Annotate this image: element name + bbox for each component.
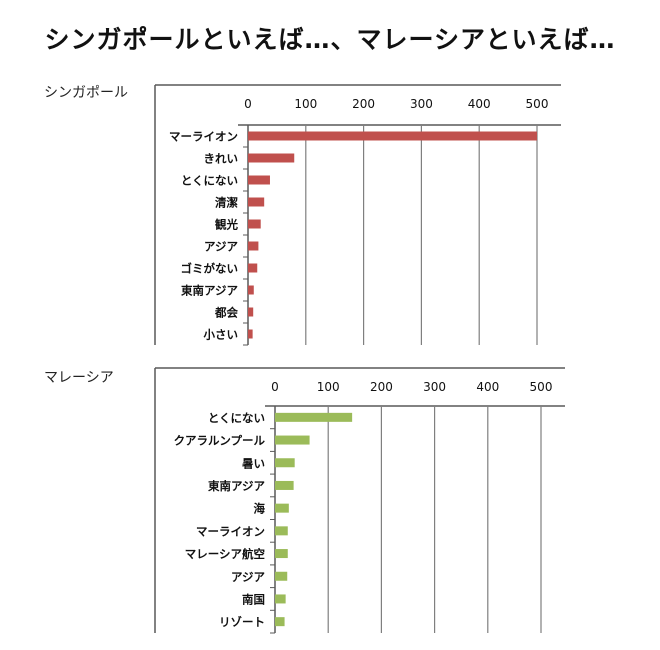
malaysia-bar [275, 549, 288, 559]
malaysia-x-tick-label: 200 [370, 380, 393, 394]
singapore-category-label: とくにない [181, 174, 238, 188]
singapore-category-label: 東南アジア [181, 284, 239, 298]
malaysia-bar-chart: 0 100 200 300 400 500 とくにないクアラルンプール暑い東南アジア海マーラ… [154, 367, 565, 634]
malaysia-x-tick-label: 400 [476, 380, 499, 394]
singapore-category-label: 観光 [215, 218, 238, 232]
singapore-category-label: 小さい [203, 328, 239, 342]
singapore-bar [248, 263, 258, 273]
malaysia-category-label: マレーシア航空 [185, 547, 265, 561]
malaysia-bar [275, 435, 310, 445]
singapore-bar [248, 219, 261, 229]
malaysia-category-label: 暑い [241, 456, 265, 470]
singapore-x-tick-label: 400 [468, 97, 491, 111]
malaysia-category-label: リゾート [219, 615, 265, 629]
singapore-category-label: 清潔 [215, 196, 238, 210]
malaysia-category-label: クアラルンプール [174, 434, 266, 448]
singapore-x-tick-label: 0 [244, 97, 252, 111]
malaysia-x-tick-label: 300 [423, 380, 446, 394]
singapore-category-label: きれい [204, 152, 239, 166]
malaysia-category-label: マーライオン [196, 524, 265, 538]
malaysia-category-label: 東南アジア [208, 479, 266, 493]
page-title: シンガポールといえば…、マレーシアといえば… [44, 25, 616, 54]
malaysia-x-tick-label: 0 [271, 380, 279, 394]
singapore-bar [248, 153, 295, 163]
singapore-category-label: アジア [204, 240, 239, 254]
singapore-x-tick-label: 500 [526, 97, 549, 111]
malaysia-category-label: 南国 [242, 592, 265, 606]
singapore-bar [248, 197, 265, 207]
malaysia-bar [275, 594, 286, 604]
malaysia-chart: マレーシア 0 100 200 300 400 500 とくにないクアラルンプール暑い東南ア… [0, 365, 660, 640]
singapore-bar-chart: 0 100 200 300 400 500 マーライオンきれいとくにない清潔観光アジアゴミが… [154, 84, 561, 346]
malaysia-bar [275, 503, 289, 513]
malaysia-bar [275, 458, 295, 468]
singapore-x-tick-label: 100 [294, 97, 317, 111]
singapore-category-label: ゴミがない [181, 262, 239, 276]
malaysia-bar [275, 480, 294, 490]
malaysia-x-tick-label: 100 [317, 380, 340, 394]
malaysia-bar [275, 526, 288, 536]
malaysia-category-label: 海 [254, 502, 266, 516]
singapore-bar [248, 285, 254, 295]
singapore-bar [248, 329, 253, 339]
singapore-x-tick-label: 300 [410, 97, 433, 111]
singapore-category-label: 都会 [214, 306, 238, 320]
singapore-chart: シンガポール 0 100 200 300 400 500 マーライオンきれいとくにない清潔観… [0, 80, 660, 360]
malaysia-bar [275, 412, 353, 422]
singapore-bar [248, 175, 270, 185]
singapore-bar [248, 307, 254, 317]
malaysia-bar [275, 571, 288, 581]
malaysia-bar [275, 617, 285, 627]
singapore-x-tick-label: 200 [352, 97, 375, 111]
singapore-chart-label: シンガポール [44, 85, 128, 101]
singapore-bar [248, 241, 259, 251]
singapore-category-label: マーライオン [169, 130, 238, 144]
malaysia-chart-label: マレーシア [44, 370, 114, 386]
singapore-bar [248, 131, 537, 141]
malaysia-category-label: アジア [231, 570, 266, 584]
malaysia-x-tick-label: 500 [530, 380, 553, 394]
malaysia-category-label: とくにない [208, 411, 265, 425]
